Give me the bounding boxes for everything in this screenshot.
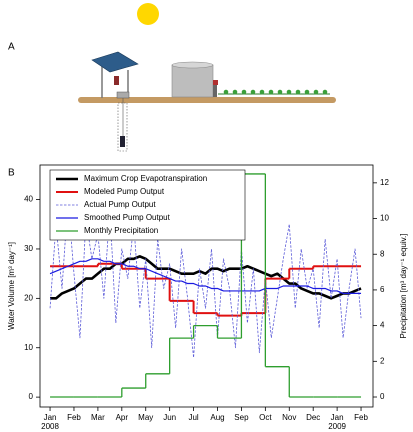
tank <box>171 64 214 98</box>
legend-label: Maximum Crop Evapotranspiration <box>84 174 207 183</box>
y2-tick-label: 6 <box>380 285 385 294</box>
x-tick-label: Dec <box>306 413 320 422</box>
x-tick-label-line: Feb <box>354 413 368 422</box>
series-line <box>49 199 362 359</box>
panel-label: A <box>8 42 15 53</box>
x-tick-label: Oct <box>259 413 272 422</box>
plants <box>223 89 328 95</box>
panel-label: B <box>8 168 15 179</box>
y-tick-label: 20 <box>24 293 33 302</box>
x-tick-label-line: Jan <box>44 413 57 422</box>
x-tick-label-line: 2008 <box>41 422 59 431</box>
x-tick-label: Jan 2008 <box>41 413 59 431</box>
x-tick-label-line: Nov <box>282 413 296 422</box>
y-tick-label: 0 <box>29 392 34 401</box>
sun <box>137 3 159 25</box>
x-tick-label-line: Jan <box>331 413 344 422</box>
x-tick-label-line: Jul <box>188 413 198 422</box>
y-tick-label: 30 <box>24 244 33 253</box>
well <box>117 102 128 152</box>
x-tick-label-line: Jun <box>163 413 176 422</box>
x-tick-label: May <box>138 413 153 422</box>
x-tick-label: Mar <box>91 413 105 422</box>
controller <box>114 76 119 85</box>
legend-label: Monthly Precipitation <box>84 226 158 235</box>
well-head <box>116 91 130 99</box>
y2-tick-label: 12 <box>380 178 389 187</box>
x-tick-label-line: Apr <box>116 413 129 422</box>
y2-tick-label: 10 <box>380 214 389 223</box>
x-tick-label-line: Oct <box>259 413 272 422</box>
series-line <box>49 258 362 295</box>
x-tick-label: Feb <box>67 413 81 422</box>
y-axis-title: Water Volume [m³ day⁻¹] <box>7 242 16 330</box>
legend-label: Smoothed Pump Output <box>84 213 171 222</box>
x-tick-label: Aug <box>210 413 224 422</box>
y2-axis-title: Precipitation [m³ day⁻¹ equiv.] <box>399 233 408 338</box>
x-tick-label-line: Sep <box>234 413 249 422</box>
x-tick-label: Jun <box>163 413 176 422</box>
illustration <box>78 3 336 152</box>
valve-post <box>213 84 217 97</box>
x-tick-label-line: 2009 <box>328 422 346 431</box>
x-tick-label: Jul <box>188 413 198 422</box>
x-tick-label: Feb <box>354 413 368 422</box>
x-tick-label-line: May <box>138 413 153 422</box>
series-line <box>50 255 362 300</box>
x-tick-label-line: Dec <box>306 413 320 422</box>
legend-label: Modeled Pump Output <box>84 187 165 196</box>
x-tick-label-line: Mar <box>91 413 105 422</box>
solar-panel <box>91 51 139 73</box>
x-tick-label-line: Feb <box>67 413 81 422</box>
tank-top <box>171 61 214 69</box>
y-tick-label: 10 <box>24 343 33 352</box>
y2-tick-label: 4 <box>380 321 385 330</box>
legend-box <box>49 169 246 241</box>
ground <box>78 97 336 103</box>
x-tick-label: Nov <box>282 413 296 422</box>
y-tick-label: 40 <box>24 195 33 204</box>
x-tick-label-line: Aug <box>210 413 224 422</box>
plot-frame <box>39 164 374 408</box>
x-tick-label: Apr <box>116 413 129 422</box>
x-tick-label: Jan 2009 <box>328 413 346 431</box>
y2-tick-label: 2 <box>380 356 385 365</box>
y2-tick-label: 8 <box>380 249 385 258</box>
x-tick-label: Sep <box>234 413 249 422</box>
legend-label: Actual Pump Output <box>84 200 156 209</box>
valve <box>213 80 218 85</box>
y2-tick-label: 0 <box>380 392 385 401</box>
pump <box>120 136 125 147</box>
